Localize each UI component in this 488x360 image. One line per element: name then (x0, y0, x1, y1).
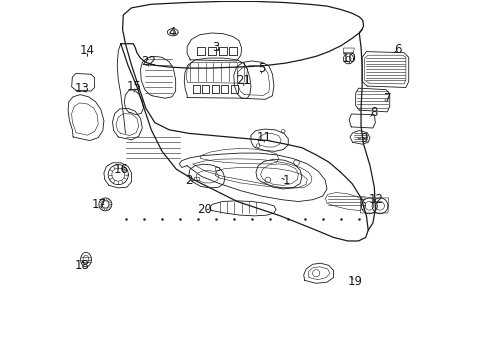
Text: 15: 15 (126, 80, 141, 93)
Text: 19: 19 (347, 275, 362, 288)
Text: 14: 14 (80, 44, 95, 57)
Text: 8: 8 (370, 106, 377, 119)
Text: 5: 5 (258, 62, 265, 75)
Text: 16: 16 (113, 163, 128, 176)
Text: 7: 7 (384, 92, 391, 105)
Text: 13: 13 (75, 82, 90, 95)
Text: 22: 22 (141, 55, 156, 68)
Text: 12: 12 (368, 193, 383, 206)
Text: 21: 21 (236, 74, 251, 87)
Text: 10: 10 (341, 51, 356, 64)
Text: 4: 4 (168, 27, 176, 40)
Text: 6: 6 (393, 42, 401, 55)
Text: 18: 18 (75, 259, 90, 272)
Text: 11: 11 (256, 131, 271, 144)
Text: 2: 2 (185, 174, 192, 187)
Text: 17: 17 (92, 198, 106, 211)
Text: 20: 20 (197, 203, 211, 216)
Text: 9: 9 (359, 132, 366, 145)
Text: 1: 1 (283, 174, 290, 187)
Text: 3: 3 (212, 41, 219, 54)
